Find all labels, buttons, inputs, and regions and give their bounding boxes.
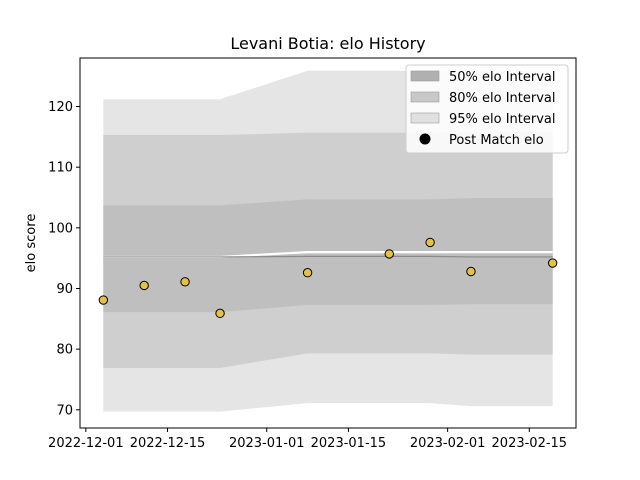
post-match-point	[139, 280, 149, 291]
legend-swatch-80-interval	[410, 91, 440, 103]
y-tick-label: 70	[56, 403, 73, 418]
y-tick-label: 90	[56, 282, 73, 297]
y-tick-label: 120	[48, 100, 73, 115]
legend: 50% elo Interval 80% elo Interval 95% elo …	[405, 64, 569, 154]
post-match-point	[215, 308, 225, 319]
legend-swatch-95-interval	[410, 112, 440, 124]
legend-swatch-post-match	[419, 133, 431, 145]
band-50-interval	[103, 198, 553, 313]
x-tick-label: 2023-02-15	[492, 436, 568, 451]
legend-label: Post Match elo	[449, 133, 544, 148]
chart-title: Levani Botia: elo History	[230, 34, 425, 53]
y-axis-label: elo score	[24, 214, 39, 273]
post-match-point	[384, 249, 394, 259]
post-match-point	[547, 258, 558, 268]
plot-area: 70 80 90 100 110 120 2022-12-01 2022-12-15 2023-…	[48, 57, 577, 451]
legend-label: 95% elo Interval	[449, 112, 556, 127]
y-tick-label: 100	[48, 221, 73, 236]
post-match-point	[180, 277, 190, 287]
x-tick-label: 2023-01-01	[229, 436, 305, 451]
x-tick-label: 2023-02-01	[410, 436, 486, 451]
post-match-point	[466, 266, 476, 277]
x-tick-label: 2022-12-01	[48, 436, 124, 451]
axes-frame	[79, 57, 577, 429]
legend-swatch-50-interval	[410, 70, 440, 82]
legend-box	[405, 64, 569, 154]
legend-label: 80% elo Interval	[449, 91, 556, 106]
y-tick-label: 110	[48, 161, 73, 176]
legend-label: 50% elo Interval	[449, 70, 556, 85]
post-match-point	[302, 268, 313, 278]
post-match-point	[425, 237, 435, 248]
x-tick-label: 2022-12-15	[130, 436, 206, 451]
mean-elo-line-secondary	[103, 255, 553, 258]
post-match-point	[98, 295, 109, 305]
y-tick-label: 80	[56, 343, 73, 358]
x-tick-label: 2023-01-15	[311, 436, 387, 451]
